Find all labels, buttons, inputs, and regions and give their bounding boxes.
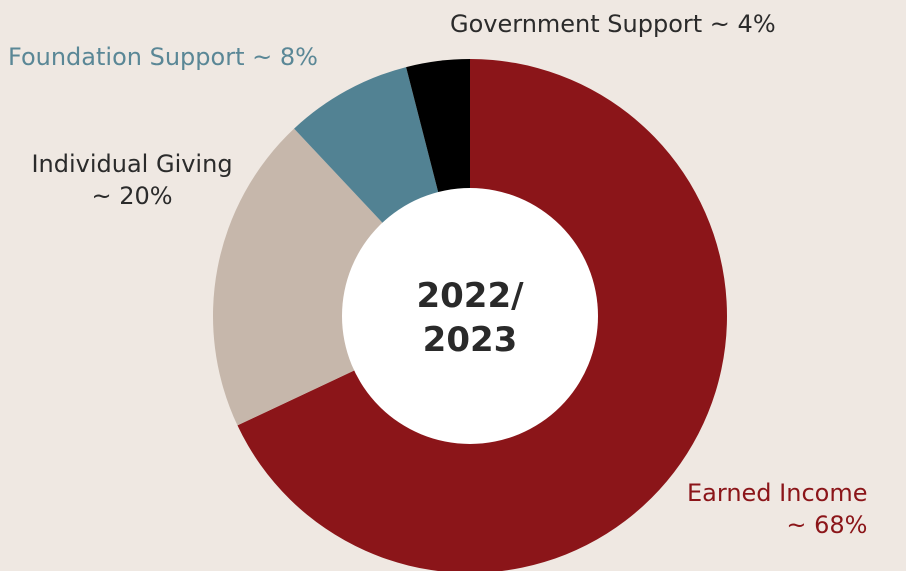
slice-individual-giving xyxy=(213,128,470,426)
label-earned-income-pct: ~ 68% xyxy=(786,511,868,539)
center-year-label: 2022/ 2023 xyxy=(370,274,570,362)
label-foundation-support-text: Foundation Support ~ 8% xyxy=(8,43,318,71)
label-government-support-text: Government Support ~ 4% xyxy=(450,10,776,38)
label-government-support: Government Support ~ 4% xyxy=(450,8,776,40)
label-individual-giving-name: Individual Giving xyxy=(31,150,233,178)
label-individual-giving-pct: ~ 20% xyxy=(91,182,173,210)
label-foundation-support: Foundation Support ~ 8% xyxy=(8,41,318,73)
label-earned-income: Earned Income ~ 68% xyxy=(687,477,867,541)
center-year-line-1: 2022/ xyxy=(416,276,524,316)
label-earned-income-name: Earned Income xyxy=(687,479,868,507)
center-year-line-2: 2023 xyxy=(422,320,518,360)
label-individual-giving: Individual Giving ~ 20% xyxy=(20,148,244,212)
donut-hole xyxy=(342,188,598,444)
